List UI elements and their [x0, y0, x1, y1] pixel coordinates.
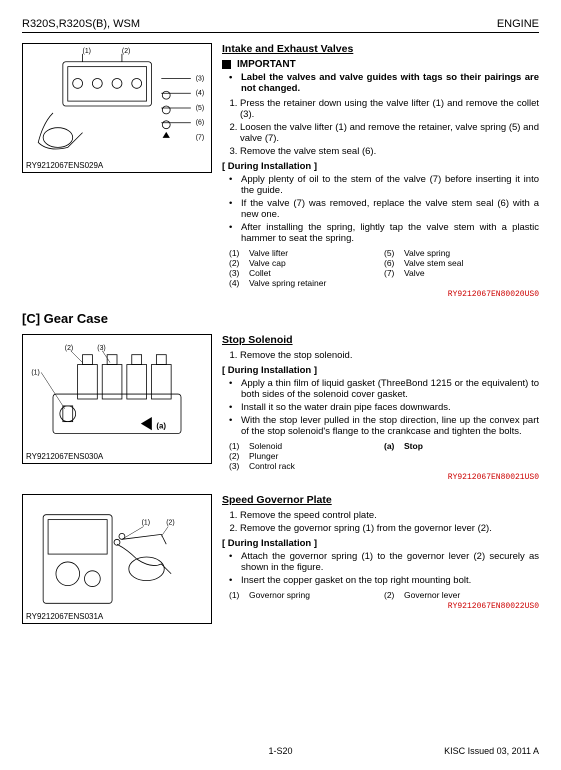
header-left: R320S,R320S(B), WSM — [22, 18, 140, 30]
during-install-label: [ During Installation ] — [222, 538, 539, 549]
section-3-steps: Remove the speed control plate. Remove t… — [240, 510, 539, 534]
inst: Insert the copper gasket on the top righ… — [229, 575, 539, 586]
svg-text:(7): (7) — [196, 135, 204, 142]
figure-1-code: RY9212067ENS029A — [26, 161, 103, 170]
inst: Apply plenty of oil to the stem of the v… — [229, 174, 539, 196]
svg-text:(a): (a) — [156, 422, 166, 431]
figure-1: (1) (2) (3) (4) (5) (6) (7) RY9212067ENS029… — [22, 43, 212, 173]
doc-code-3: RY9212067EN80022US0 — [222, 602, 539, 611]
inst: Attach the governor spring (1) to the go… — [229, 551, 539, 573]
section-3-legend: (1)Governor spring (2)Governor lever — [229, 590, 539, 600]
footer-page: 1-S20 — [268, 746, 292, 756]
important-bullet-icon — [222, 60, 231, 69]
section-3-title: Speed Governor Plate — [222, 494, 539, 506]
svg-text:(1): (1) — [83, 48, 91, 55]
section-3: (1) (2) RY9212067ENS031A Speed Governor … — [22, 494, 539, 624]
header-right: ENGINE — [497, 18, 539, 30]
page-footer: 1-S20 KISC Issued 03, 2011 A — [0, 746, 561, 756]
section-2-install: Apply a thin film of liquid gasket (Thre… — [229, 378, 539, 437]
step: Loosen the valve lifter (1) and remove t… — [240, 122, 539, 144]
svg-text:(6): (6) — [196, 120, 204, 127]
svg-text:(2): (2) — [65, 345, 73, 352]
svg-text:(1): (1) — [142, 520, 150, 527]
during-install-label: [ During Installation ] — [222, 365, 539, 376]
important-label: IMPORTANT — [237, 59, 296, 70]
section-1-install: Apply plenty of oil to the stem of the v… — [229, 174, 539, 244]
important-text: Label the valves and valve guides with t… — [229, 72, 539, 94]
section-1-legend: (1)Valve lifter (2)Valve cap (3)Collet (… — [229, 248, 539, 288]
step: Press the retainer down using the valve … — [240, 98, 539, 120]
important-row: IMPORTANT — [222, 59, 539, 70]
step: Remove the valve stem seal (6). — [240, 146, 539, 157]
svg-text:(3): (3) — [97, 345, 105, 352]
inst: After installing the spring, lightly tap… — [229, 222, 539, 244]
svg-text:(4): (4) — [196, 90, 204, 97]
svg-text:(1): (1) — [31, 369, 39, 376]
inst: If the valve (7) was removed, replace th… — [229, 198, 539, 220]
page-header: R320S,R320S(B), WSM ENGINE — [22, 18, 539, 33]
step: Remove the governor spring (1) from the … — [240, 523, 539, 534]
footer-right: KISC Issued 03, 2011 A — [444, 746, 539, 756]
inst: Install it so the water drain pipe faces… — [229, 402, 539, 413]
figure-2-code: RY9212067ENS030A — [26, 452, 103, 461]
step: Remove the stop solenoid. — [240, 350, 539, 361]
section-c-title: [C] Gear Case — [22, 311, 539, 326]
figure-2: (1) (2) (3) (a) RY9212067ENS030A — [22, 334, 212, 464]
svg-text:(2): (2) — [166, 520, 174, 527]
section-2-legend: (1)Solenoid (2)Plunger (3)Control rack (… — [229, 441, 539, 471]
section-1-steps: Press the retainer down using the valve … — [240, 98, 539, 157]
step: Remove the speed control plate. — [240, 510, 539, 521]
section-2-steps: Remove the stop solenoid. — [240, 350, 539, 361]
doc-code-1: RY9212067EN80020US0 — [222, 290, 539, 299]
inst: Apply a thin film of liquid gasket (Thre… — [229, 378, 539, 400]
section-2: (1) (2) (3) (a) RY9212067ENS030A Stop So… — [22, 334, 539, 488]
section-1: (1) (2) (3) (4) (5) (6) (7) RY9212067ENS029… — [22, 43, 539, 305]
section-3-install: Attach the governor spring (1) to the go… — [229, 551, 539, 586]
svg-text:(2): (2) — [122, 48, 130, 55]
section-1-title: Intake and Exhaust Valves — [222, 43, 539, 55]
doc-code-2: RY9212067EN80021US0 — [222, 473, 539, 482]
svg-text:(3): (3) — [196, 75, 204, 82]
figure-3-code: RY9212067ENS031A — [26, 612, 103, 621]
during-install-label: [ During Installation ] — [222, 161, 539, 172]
svg-text:(5): (5) — [196, 105, 204, 112]
section-2-title: Stop Solenoid — [222, 334, 539, 346]
inst: With the stop lever pulled in the stop d… — [229, 415, 539, 437]
figure-3: (1) (2) RY9212067ENS031A — [22, 494, 212, 624]
